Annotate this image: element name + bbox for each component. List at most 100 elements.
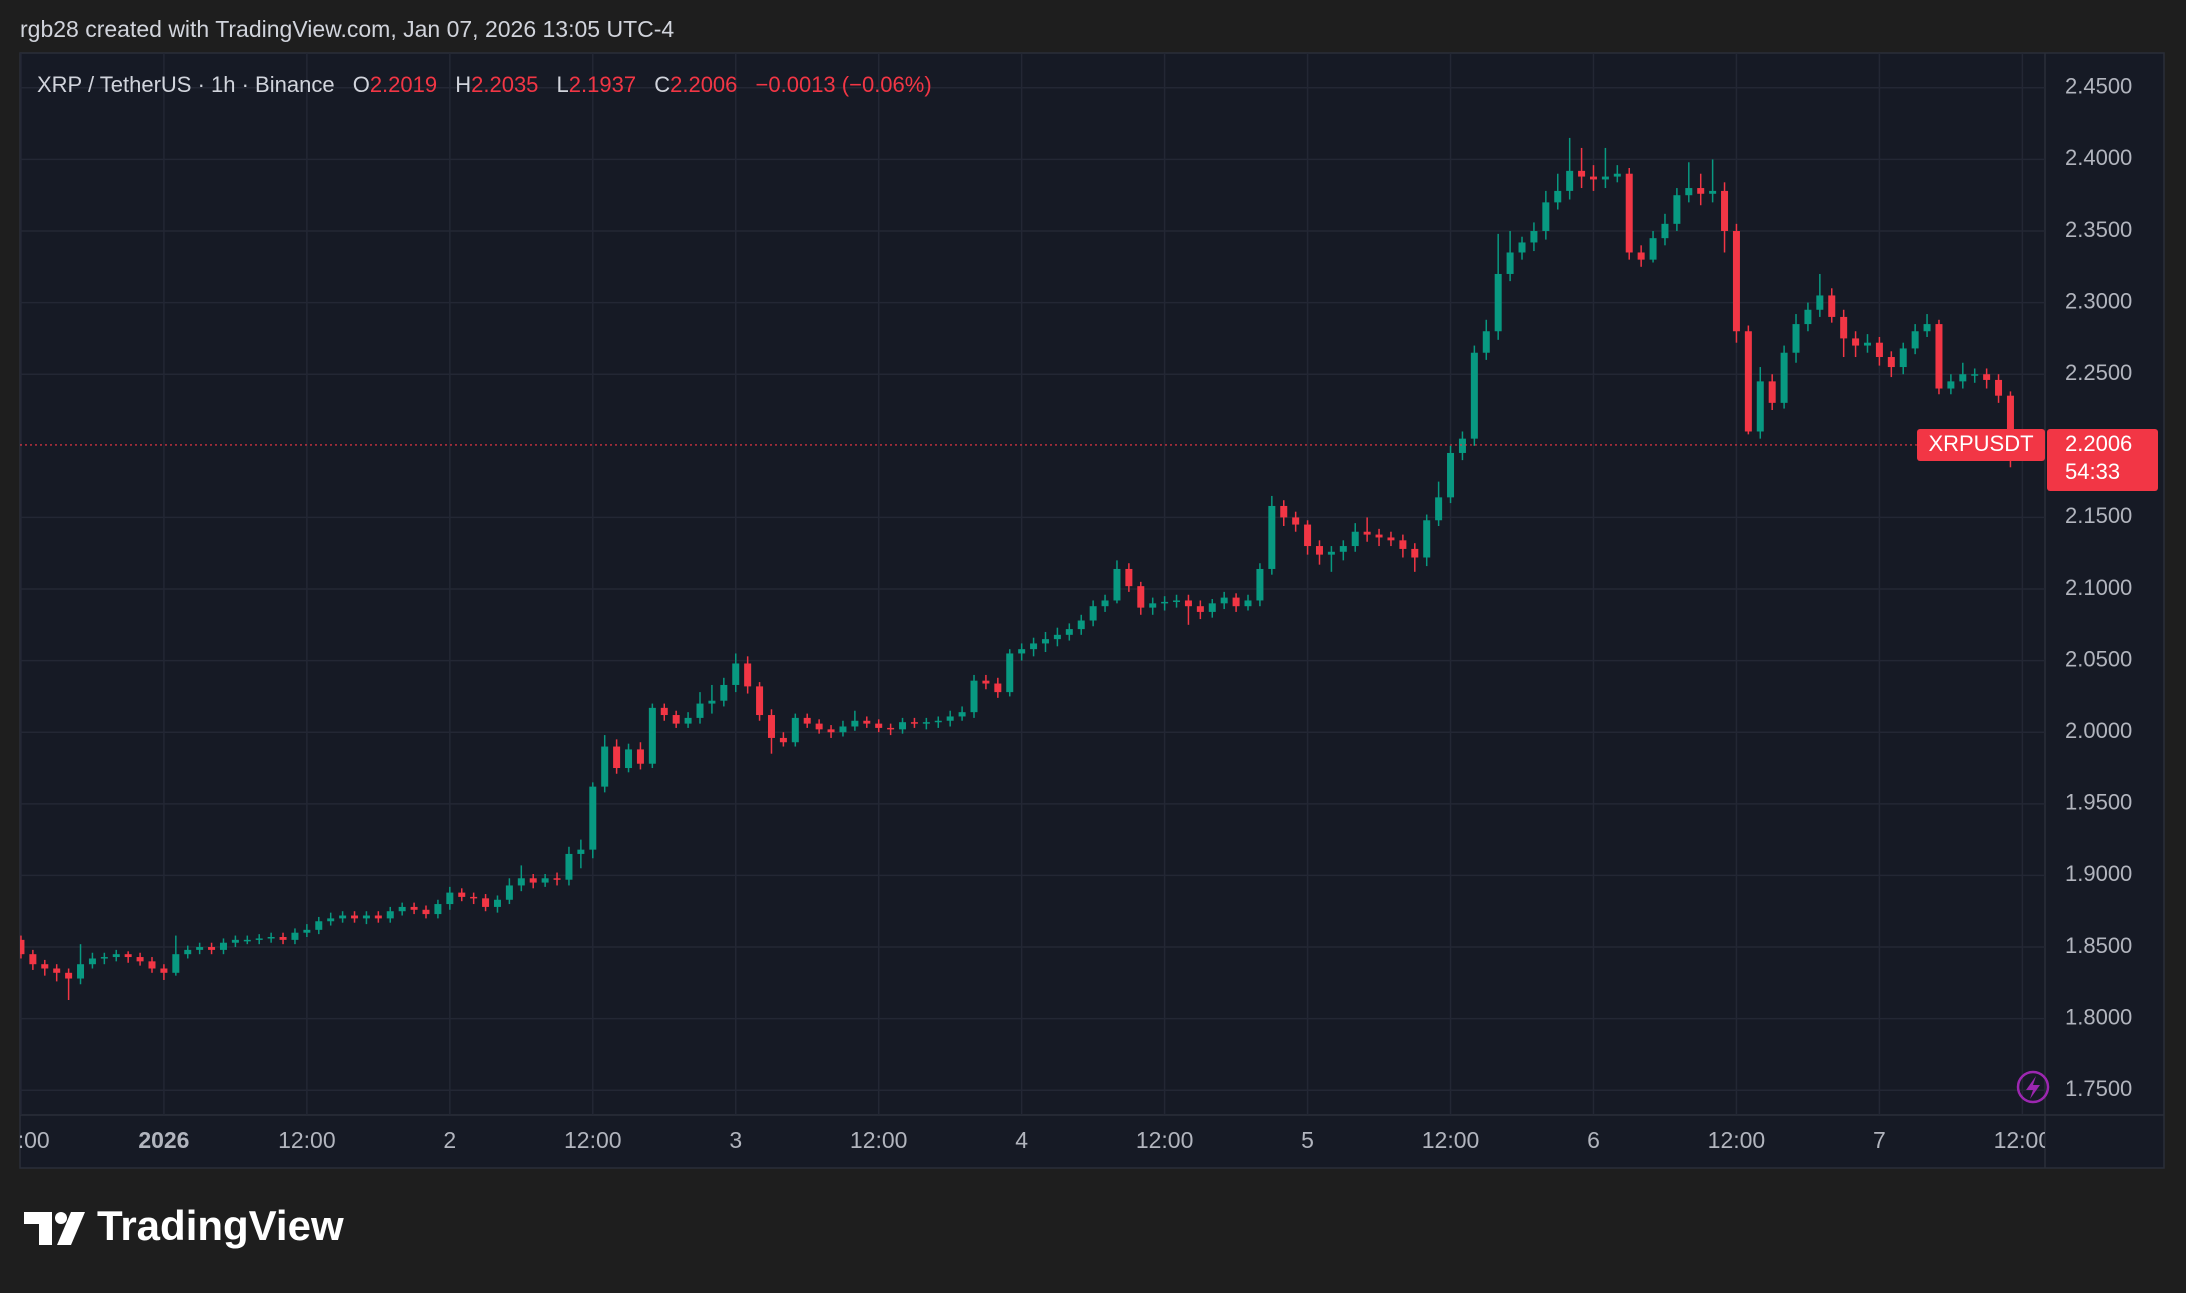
candle-body: [29, 954, 37, 965]
candle-body: [1411, 548, 1419, 558]
candle-body: [136, 957, 144, 962]
candle-body: [196, 947, 204, 950]
attribution: rgb28 created with TradingView.com, Jan …: [20, 16, 674, 42]
candle-body: [291, 932, 299, 940]
candle-body: [148, 961, 156, 969]
candle-body: [708, 700, 716, 704]
candle-body: [1363, 531, 1371, 535]
logo-dot: [55, 1212, 67, 1224]
candle-body: [1911, 331, 1919, 349]
x-tick-label: 4: [1015, 1127, 1028, 1153]
x-tick-label: 6: [1587, 1127, 1600, 1153]
candle-body: [541, 878, 549, 883]
x-tick-label: 12:00: [1994, 1127, 2052, 1153]
candle-body: [1339, 546, 1347, 552]
x-tick-label: 7: [1873, 1127, 1886, 1153]
candle-body: [1554, 190, 1562, 203]
candle-body: [1792, 324, 1800, 353]
candle-body: [88, 958, 96, 965]
candle-body: [1852, 338, 1860, 346]
candle-body: [315, 921, 323, 930]
candle-body: [1959, 374, 1967, 382]
candle-body: [1399, 540, 1407, 549]
candle-body: [744, 663, 752, 687]
candle-body: [1685, 188, 1693, 196]
candle-body: [1351, 531, 1359, 547]
candle-body: [1649, 238, 1657, 260]
candle-body: [1995, 379, 2003, 396]
x-tick-label: 3: [729, 1127, 742, 1153]
candle-body: [851, 720, 859, 727]
candle-body: [386, 911, 394, 919]
y-tick-label: 1.9500: [2065, 790, 2132, 815]
candle-body: [351, 915, 359, 919]
candle-body: [767, 715, 775, 738]
candle-body: [1089, 606, 1097, 621]
candle-body: [553, 878, 561, 880]
candle-body: [1482, 331, 1490, 353]
candle-body: [803, 717, 811, 724]
y-tick-label: 2.3000: [2065, 288, 2132, 313]
candle-body: [982, 680, 990, 684]
price-tag-countdown: 54:33: [2065, 459, 2120, 484]
price-tag-value: 2.2006: [2065, 431, 2132, 456]
candle-body: [1196, 606, 1204, 612]
candle-body: [1971, 374, 1979, 376]
brand-logo[interactable]: TradingView: [24, 1202, 344, 1249]
candle-body: [1721, 190, 1729, 232]
candle-body: [1661, 223, 1669, 239]
candle-body: [1589, 176, 1597, 180]
candle-body: [839, 726, 847, 733]
candle-body: [1220, 597, 1228, 604]
x-tick-label: 2: [443, 1127, 456, 1153]
candle-body: [1077, 620, 1085, 630]
candle-body: [791, 717, 799, 743]
candle-body: [815, 723, 823, 730]
legend-h: H: [455, 72, 471, 97]
candle-body: [41, 964, 49, 969]
y-tick-label: 1.8500: [2065, 933, 2132, 958]
candle-body: [1423, 520, 1431, 558]
candle-body: [922, 722, 930, 724]
candle-body: [410, 906, 418, 910]
alert-icon[interactable]: [2016, 1070, 2050, 1104]
candle-body: [1244, 600, 1252, 607]
candle-body: [1041, 639, 1049, 644]
candle-body: [505, 885, 513, 900]
alert-circle: [2016, 1070, 2050, 1104]
candle-body: [434, 904, 442, 915]
legend-symbol: XRP / TetherUS · 1h · Binance: [37, 72, 335, 97]
candle-body: [1458, 438, 1466, 453]
candle-body: [422, 909, 430, 915]
candle-body: [732, 663, 740, 685]
candle-body: [1673, 195, 1681, 224]
x-tick-label: 12:00: [0, 1127, 50, 1153]
candle-body: [160, 968, 168, 973]
candle-body: [958, 712, 966, 717]
candle-body: [756, 686, 764, 716]
candle-body: [1053, 634, 1061, 640]
candle-body: [1732, 231, 1740, 332]
candle-body: [565, 853, 573, 880]
candle-body: [279, 936, 287, 940]
candle-body: [231, 939, 239, 943]
candle-body: [1756, 381, 1764, 432]
y-tick-label: 2.1000: [2065, 575, 2132, 600]
price-axis: 1.7500 1.8000 1.8500 1.9000 1.9500 2.0000 2.05…: [2065, 74, 2132, 1101]
y-tick-label: 2.0000: [2065, 718, 2132, 743]
candle-body: [1304, 524, 1312, 547]
candle-body: [720, 684, 728, 701]
x-tick-label: 12:00: [278, 1127, 336, 1153]
candle-body: [1292, 517, 1300, 525]
candle-body: [2006, 395, 2014, 444]
alert-bolt: [2026, 1076, 2040, 1099]
candle-body: [374, 915, 382, 919]
candle-body: [1816, 295, 1824, 310]
x-tick-label: 12:00: [850, 1127, 908, 1153]
y-tick-label: 1.8000: [2065, 1004, 2132, 1029]
y-tick-label: 2.4500: [2065, 74, 2132, 99]
candle-body: [648, 707, 656, 764]
candle-body: [267, 936, 275, 939]
logo-slash: [57, 1212, 85, 1245]
